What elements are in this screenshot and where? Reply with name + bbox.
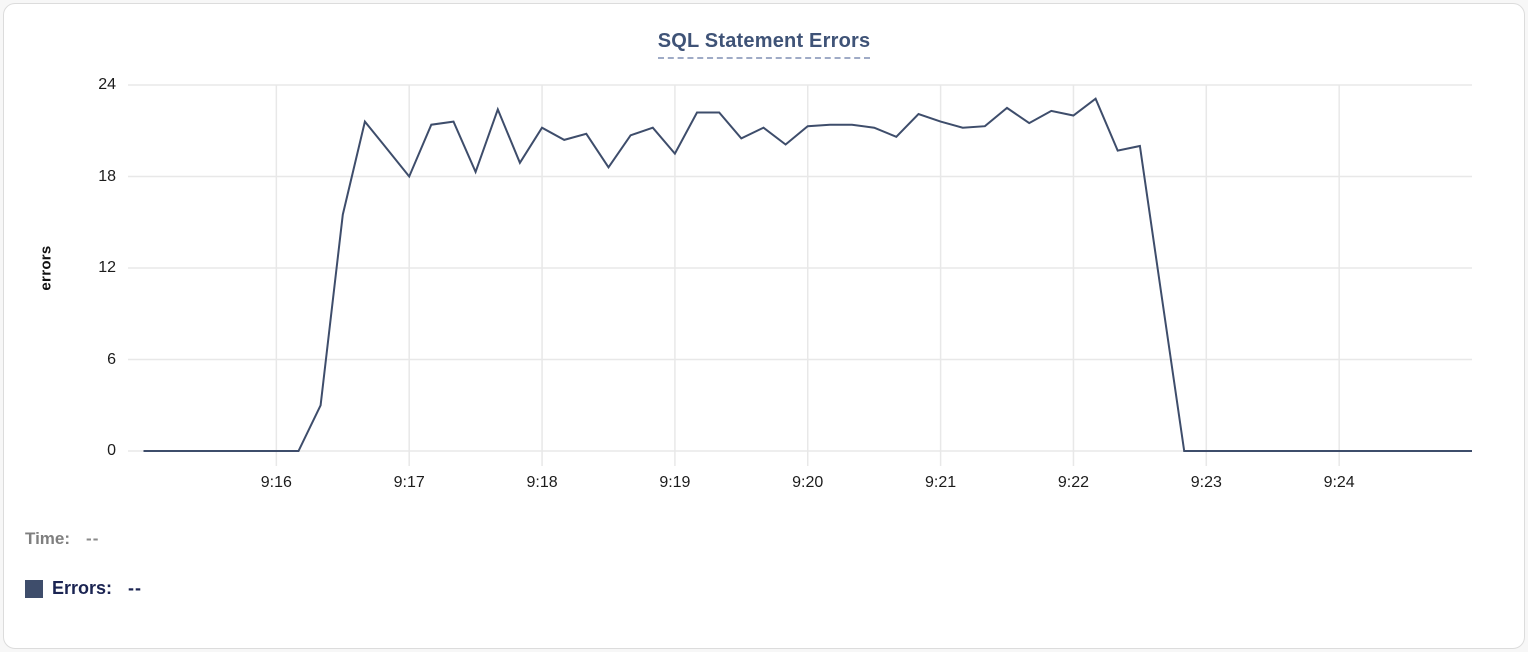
x-tick-label: 9:21: [925, 474, 957, 491]
chart-card: [3, 3, 1525, 649]
x-tick-label: 9:17: [393, 474, 425, 491]
legend-time-value: --: [86, 529, 100, 548]
x-tick-label: 9:16: [260, 474, 292, 491]
errors-series-line: [143, 97, 1472, 452]
y-tick-label: 0: [107, 442, 116, 459]
x-tick-label: 9:23: [1190, 474, 1222, 491]
x-tick-label: 9:20: [792, 474, 824, 491]
errors-series-swatch: [25, 579, 43, 598]
y-tick-label: 18: [98, 167, 116, 185]
legend-time-label: Time:: [25, 529, 71, 548]
y-tick-label: 6: [107, 350, 116, 368]
y-tick-label: 24: [98, 76, 116, 93]
x-tick-label: 9:22: [1057, 474, 1089, 491]
x-tick-label: 9:24: [1323, 474, 1355, 491]
x-tick-label: 9:19: [659, 474, 691, 491]
legend-errors-row[interactable]: Errors: --: [25, 578, 142, 599]
chart-header: SQL Statement Errors: [0, 30, 1528, 59]
line-chart-plot[interactable]: [128, 84, 1472, 466]
chart-title[interactable]: SQL Statement Errors: [657, 30, 871, 59]
legend-errors-value: --: [128, 578, 143, 598]
y-tick-label: 12: [98, 259, 116, 276]
x-tick-label: 9:18: [526, 474, 558, 491]
legend-errors-label: Errors:: [52, 578, 113, 598]
legend-time-row: Time: --: [25, 529, 99, 549]
